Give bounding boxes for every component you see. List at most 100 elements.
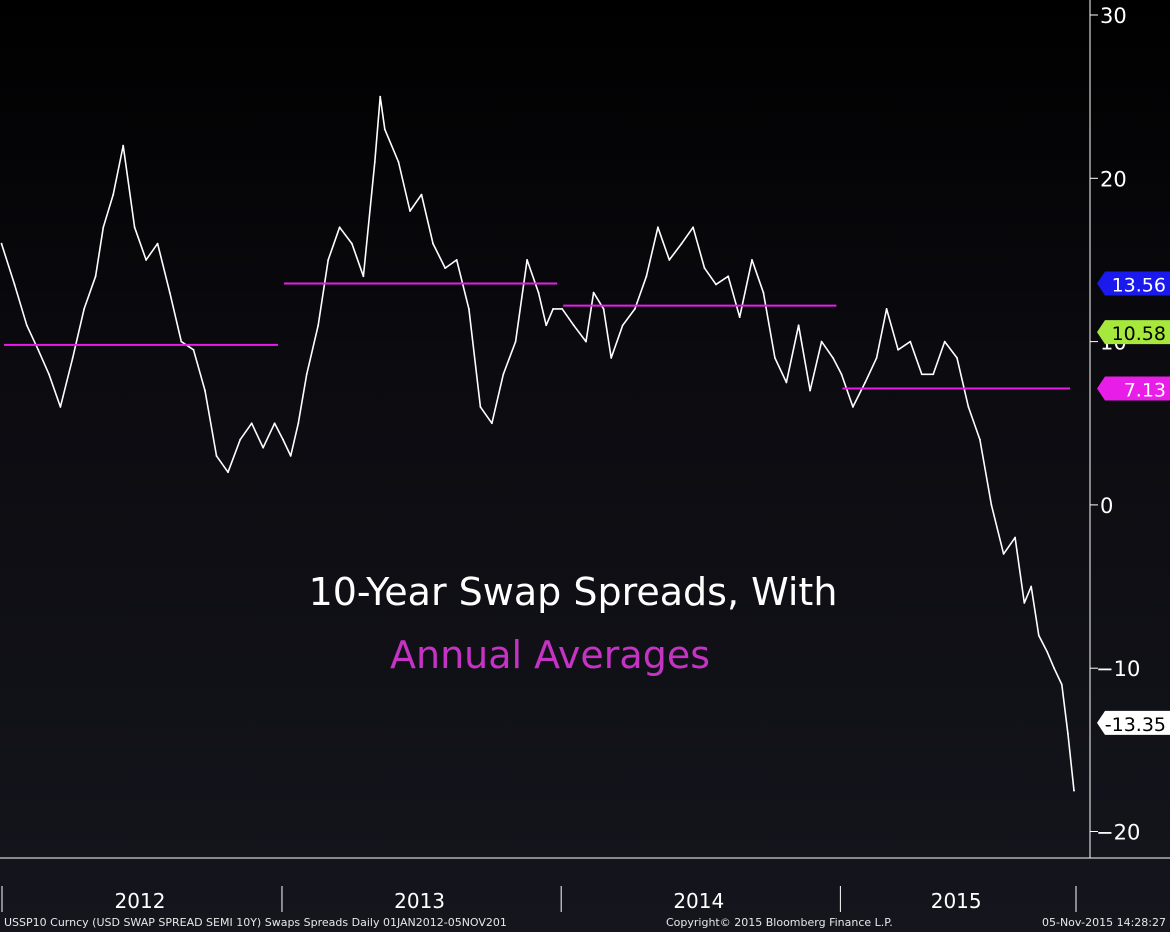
value-label-text: -13.35 <box>1105 714 1166 736</box>
series-point <box>592 291 595 294</box>
series-point <box>1073 789 1075 792</box>
value-label-text: 7.13 <box>1124 379 1166 401</box>
series-point <box>262 446 265 449</box>
x-axis: 2012 2013 2014 2015 <box>0 857 1170 913</box>
y-tick-label: −10 <box>1096 657 1140 681</box>
series-point <box>1066 732 1069 735</box>
footer-copyright: Copyright© 2015 Bloomberg Finance L.P. <box>666 916 893 929</box>
footer-timestamp: 05-Nov-2015 14:28:27 <box>1041 916 1166 929</box>
y-tick-label: −20 <box>1096 821 1140 845</box>
series-point <box>156 242 159 245</box>
series-point <box>1002 552 1005 555</box>
series-point <box>432 242 434 245</box>
series-point <box>738 316 741 319</box>
series-point <box>444 267 447 270</box>
series-point <box>852 406 854 408</box>
series-point <box>397 161 400 163</box>
series-point <box>25 324 28 327</box>
series-point <box>514 340 517 343</box>
series-point <box>552 308 554 310</box>
series-point <box>133 226 136 229</box>
series-point <box>1030 585 1033 588</box>
series-point <box>145 259 148 261</box>
series-point <box>479 406 482 408</box>
series-point <box>703 267 706 270</box>
series-point <box>362 275 365 278</box>
series-point <box>585 340 587 343</box>
footer-bar: USSP10 Curncy (USD SWAP SPREAD SEMI 10Y)… <box>0 914 1170 932</box>
y-tick-label: 0 <box>1100 494 1113 518</box>
series-point <box>490 422 493 425</box>
series-point <box>979 438 981 441</box>
annual-averages-layer <box>4 282 1070 390</box>
series-point <box>561 308 564 310</box>
series-point <box>897 348 899 351</box>
x-tick-label: 2012 <box>115 889 166 913</box>
series-point <box>656 226 659 229</box>
series-point <box>943 340 946 343</box>
x-tick-label: 2013 <box>394 889 445 913</box>
series-point <box>215 455 218 457</box>
series-point <box>502 373 505 376</box>
series-point <box>797 324 800 327</box>
series-point <box>373 161 376 163</box>
value-label-text: 10.58 <box>1112 323 1166 345</box>
series-point <box>239 438 242 441</box>
series-point <box>526 259 528 261</box>
series-point <box>774 357 776 359</box>
series-point <box>1053 667 1056 670</box>
series-point <box>468 308 470 310</box>
series-point <box>112 193 115 196</box>
y-tick-label: 30 <box>1100 4 1127 28</box>
series-point <box>820 340 823 343</box>
series-point <box>1014 536 1016 539</box>
value-label-tag <box>1097 320 1170 345</box>
series-point <box>840 373 843 376</box>
series-point <box>932 373 935 376</box>
series-point <box>885 308 888 310</box>
series-point <box>692 226 694 229</box>
series-point <box>180 340 183 343</box>
series-point <box>250 422 253 425</box>
value-label-tag <box>1097 710 1170 735</box>
series-point <box>832 357 834 359</box>
series-point <box>227 471 229 474</box>
series-point <box>956 357 958 359</box>
series-point <box>680 242 683 245</box>
series-point <box>305 373 308 376</box>
series-point <box>537 291 540 294</box>
series-point <box>645 275 648 278</box>
series-point <box>875 357 878 359</box>
series-point <box>1060 683 1063 686</box>
series-point <box>610 357 613 359</box>
series-point <box>762 291 765 294</box>
series-point <box>409 210 411 212</box>
series-point <box>94 275 97 278</box>
series-point <box>621 324 624 327</box>
series-point <box>990 504 993 506</box>
series-point <box>122 144 125 147</box>
series-point <box>864 381 867 384</box>
series-point <box>785 381 788 384</box>
series-point <box>1037 634 1040 637</box>
series-point <box>634 308 636 310</box>
series-point <box>379 95 382 98</box>
series-point <box>420 193 423 196</box>
value-label-text: 13.56 <box>1112 274 1166 296</box>
series-point <box>920 373 923 376</box>
x-tick-label: 2014 <box>673 889 724 913</box>
chart-subtitle: Annual Averages <box>389 633 710 677</box>
series-point <box>715 283 717 286</box>
series-point <box>338 226 341 229</box>
series-point <box>1023 601 1026 604</box>
series-point <box>192 348 195 351</box>
series-point <box>204 389 206 392</box>
series-layer <box>0 95 1075 792</box>
value-labels-layer: 13.56 10.58 7.13 -13.35 <box>1097 271 1170 736</box>
series-line <box>0 95 1075 791</box>
series-point <box>282 438 284 441</box>
series-point <box>727 275 730 278</box>
series-point <box>751 259 753 261</box>
series-point <box>48 373 50 376</box>
series-point <box>909 340 912 343</box>
